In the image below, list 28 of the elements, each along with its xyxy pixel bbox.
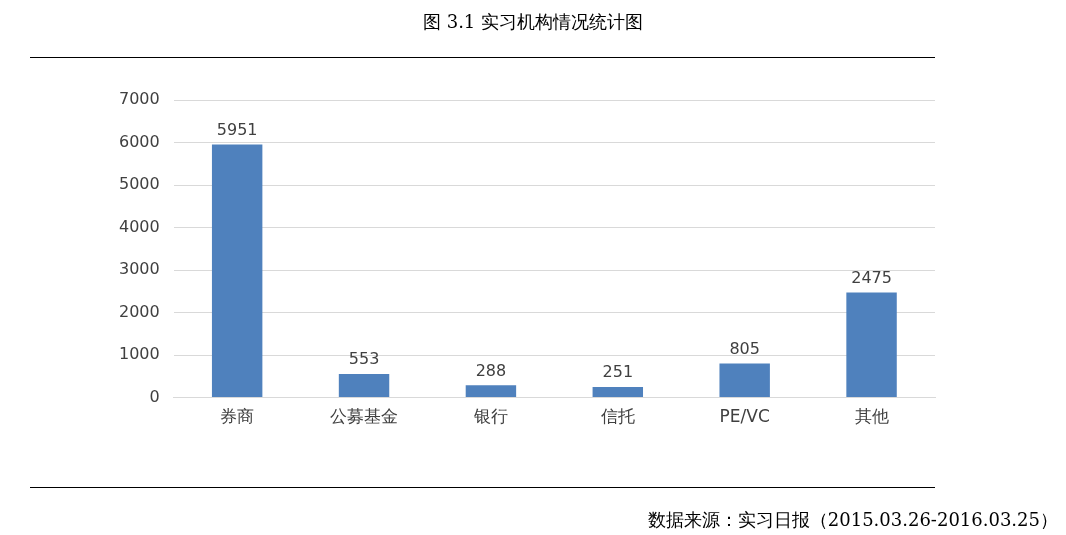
data-label: 5951 [216, 119, 258, 139]
x-tick-label: 银行 [472, 406, 508, 427]
data-label: 553 [348, 349, 380, 369]
source-note: 数据来源：实习日报（2015.03.26-2016.03.25） [647, 508, 1058, 532]
data-label: 805 [729, 338, 760, 358]
data-label: 2475 [851, 267, 892, 287]
bar [465, 385, 517, 398]
y-tick-label: 7000 [119, 89, 160, 109]
x-tick-label: 公募基金 [330, 406, 399, 427]
y-tick-label: 4000 [119, 216, 160, 236]
data-label: 251 [602, 362, 634, 382]
bar [211, 144, 263, 398]
x-tick-label: 信托 [600, 406, 635, 427]
bar [592, 386, 644, 398]
bar [846, 292, 897, 398]
x-tick-label: 其他 [854, 406, 889, 427]
chart-title: 图 3.1 实习机构情况统计图 [421, 10, 645, 34]
x-tick-label: 券商 [220, 406, 255, 427]
x-tick-label: PE/VC [719, 406, 770, 427]
bar [338, 374, 390, 398]
y-tick-label: 5000 [119, 174, 160, 194]
data-label: 288 [475, 360, 507, 380]
y-tick-label: 6000 [119, 131, 160, 151]
y-tick-label: 3000 [119, 259, 160, 279]
y-tick-label: 1000 [119, 344, 160, 364]
bar [719, 363, 770, 398]
y-tick-label: 2000 [119, 301, 160, 321]
y-tick-label: 0 [149, 386, 160, 406]
